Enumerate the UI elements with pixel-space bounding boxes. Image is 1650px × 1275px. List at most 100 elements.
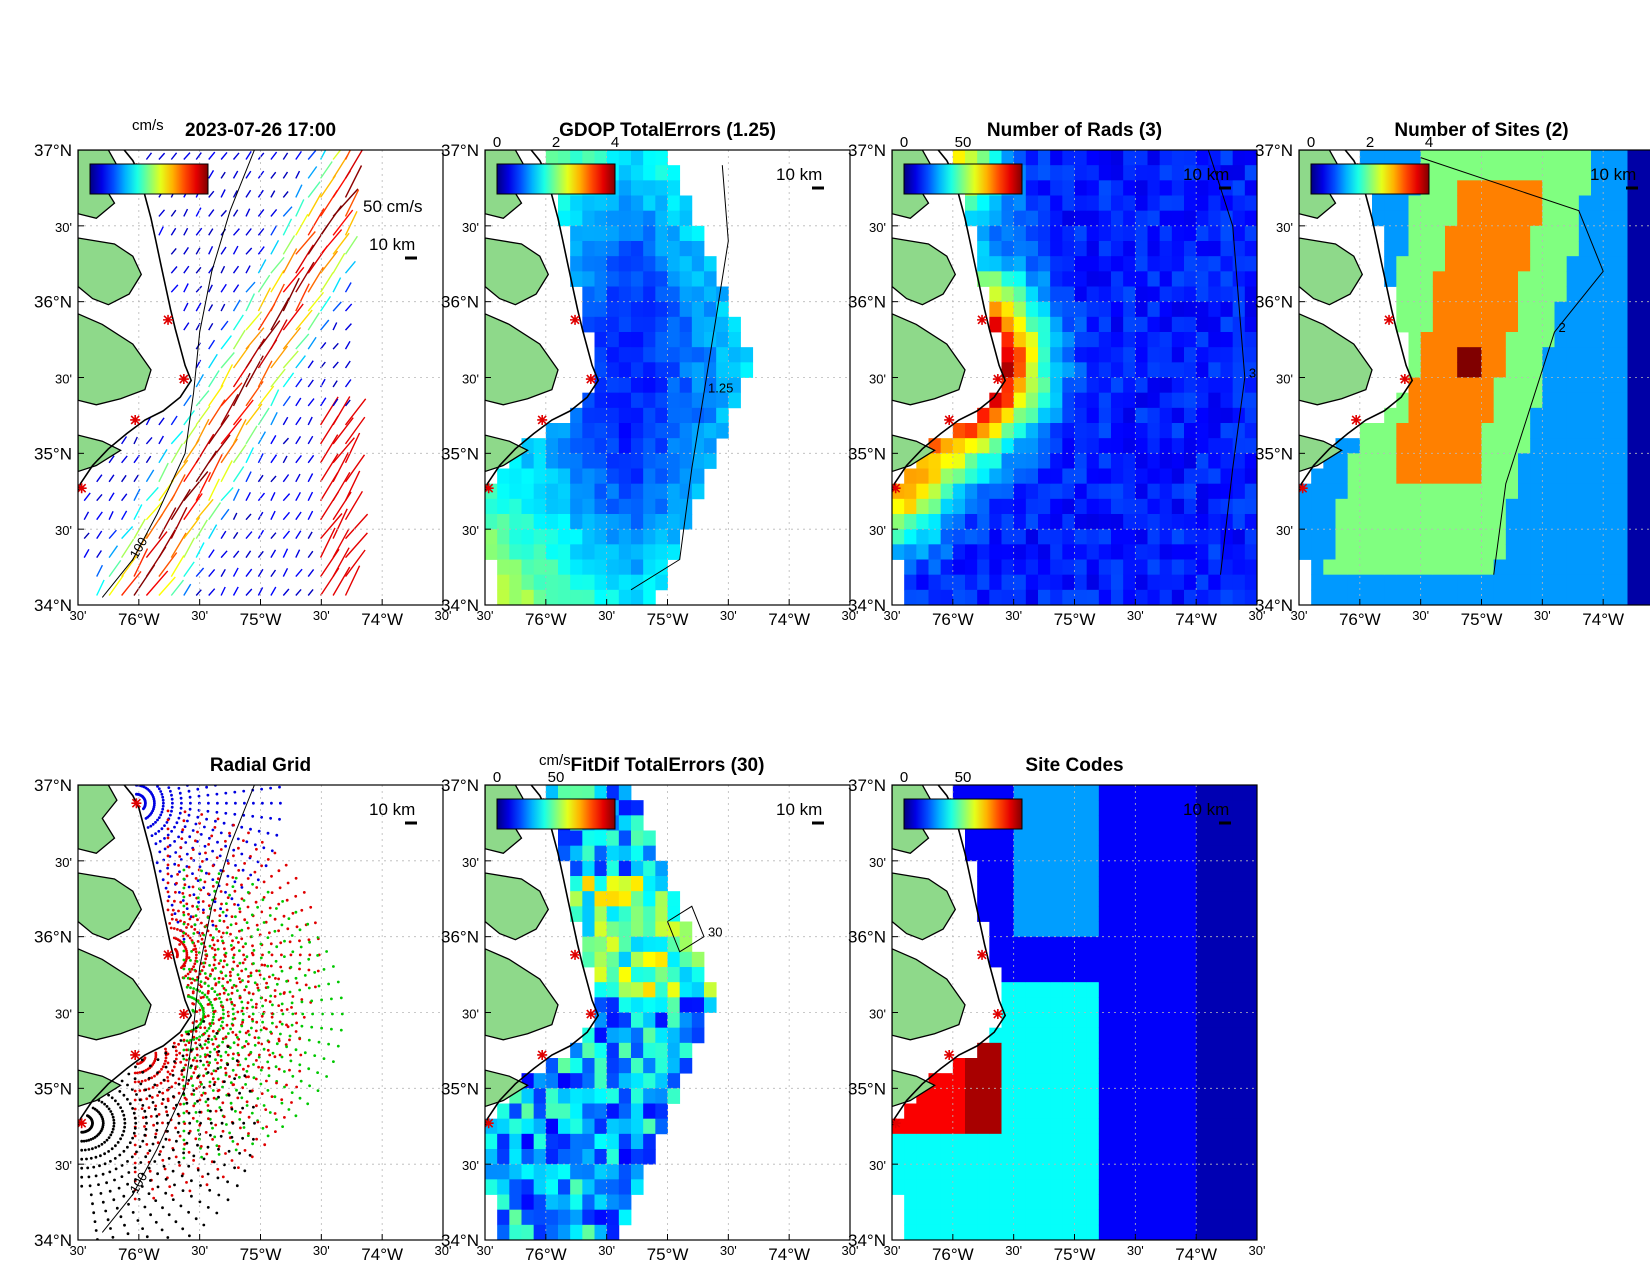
current-vector bbox=[145, 570, 169, 596]
radial-grid-point bbox=[174, 1049, 178, 1053]
lon-tick-label: 75°W bbox=[240, 1245, 282, 1264]
field-cell bbox=[509, 1179, 522, 1195]
field-cell bbox=[606, 316, 620, 333]
field-cell bbox=[1123, 498, 1136, 515]
radial-grid-point bbox=[280, 923, 284, 927]
field-cell bbox=[952, 1164, 966, 1180]
radial-grid-point bbox=[327, 1042, 330, 1046]
field-cell bbox=[1171, 392, 1185, 409]
field-cell bbox=[1232, 165, 1246, 181]
field-cell bbox=[1493, 423, 1507, 439]
field-cell bbox=[1323, 529, 1336, 545]
current-vector bbox=[270, 569, 277, 578]
radial-grid-point bbox=[119, 1137, 122, 1141]
radial-grid-point bbox=[224, 890, 227, 894]
radial-grid-point bbox=[157, 1113, 161, 1116]
field-cell bbox=[1347, 544, 1361, 560]
radial-grid-point bbox=[149, 1179, 152, 1182]
radial-grid-point bbox=[185, 926, 188, 929]
radial-grid-point bbox=[194, 969, 198, 973]
radial-grid-point bbox=[231, 1030, 235, 1034]
current-vector bbox=[307, 336, 317, 350]
current-vector bbox=[257, 246, 265, 255]
current-vector bbox=[307, 181, 321, 198]
field-cell bbox=[1445, 241, 1458, 257]
radial-grid-point bbox=[232, 854, 235, 858]
radial-grid-point bbox=[133, 1080, 137, 1084]
radial-grid-point bbox=[209, 933, 213, 937]
field-cell bbox=[1481, 483, 1495, 500]
field-cell bbox=[1639, 241, 1650, 257]
field-cell bbox=[631, 951, 644, 968]
field-cell bbox=[1530, 241, 1543, 257]
field-cell bbox=[570, 1073, 583, 1089]
field-cell bbox=[643, 906, 656, 922]
field-cell bbox=[594, 210, 608, 227]
field-cell bbox=[940, 1103, 954, 1120]
field-cell bbox=[1578, 544, 1592, 560]
field-cell bbox=[1627, 559, 1641, 576]
radial-grid-point bbox=[217, 1088, 221, 1092]
current-vector bbox=[170, 209, 177, 217]
field-cell bbox=[618, 271, 632, 287]
field-cell bbox=[716, 286, 729, 303]
lon-tick-label: 30' bbox=[313, 1243, 330, 1258]
radial-grid-point bbox=[151, 1142, 155, 1146]
radial-grid-point bbox=[320, 1026, 323, 1030]
radial-grid-point bbox=[177, 909, 180, 913]
radial-grid-point bbox=[232, 983, 236, 987]
field-cell bbox=[1135, 271, 1148, 287]
radial-grid-point bbox=[133, 1197, 137, 1201]
field-cell bbox=[1359, 483, 1373, 500]
radial-grid-point bbox=[304, 983, 308, 987]
field-cell bbox=[655, 967, 668, 983]
radial-grid-point bbox=[280, 953, 283, 957]
field-cell bbox=[1147, 407, 1161, 424]
field-cell bbox=[1062, 468, 1075, 485]
field-cell bbox=[1050, 498, 1063, 515]
field-cell bbox=[1445, 195, 1458, 212]
radial-grid-point bbox=[190, 1179, 193, 1183]
radial-grid-point bbox=[178, 1134, 182, 1138]
field-cell bbox=[1603, 225, 1616, 242]
field-cell bbox=[977, 1133, 990, 1150]
current-vector bbox=[295, 530, 302, 539]
field-cell bbox=[1135, 256, 1148, 272]
radial-grid-point bbox=[200, 921, 203, 925]
field-cell bbox=[1372, 468, 1385, 485]
field-cell bbox=[1335, 514, 1349, 530]
field-cell bbox=[643, 1103, 656, 1120]
field-cell bbox=[928, 529, 942, 545]
field-cell bbox=[1542, 241, 1555, 257]
field-cell bbox=[1554, 165, 1568, 181]
radial-grid-point bbox=[182, 958, 186, 962]
field-cell bbox=[679, 498, 693, 515]
field-cell bbox=[1530, 574, 1543, 591]
field-cell bbox=[1542, 453, 1555, 469]
field-cell bbox=[1481, 241, 1495, 257]
radial-grid-point bbox=[134, 1121, 138, 1125]
field-cell bbox=[1086, 514, 1100, 530]
radial-grid-point bbox=[224, 1073, 228, 1077]
field-cell bbox=[1244, 271, 1257, 287]
lon-tick-label: 30' bbox=[1127, 608, 1144, 623]
radial-grid-point bbox=[203, 1015, 207, 1019]
field-cell bbox=[989, 1194, 1002, 1211]
radial-grid-point bbox=[340, 1012, 344, 1016]
field-cell bbox=[655, 271, 668, 287]
field-cell bbox=[545, 1179, 559, 1195]
field-cell bbox=[1244, 316, 1257, 333]
current-vector bbox=[232, 444, 247, 464]
scale-bar-label: 10 km bbox=[369, 800, 415, 819]
radial-grid-point bbox=[154, 1053, 158, 1057]
field-cell bbox=[952, 498, 966, 515]
field-cell bbox=[1025, 800, 1039, 816]
field-cell bbox=[570, 1179, 583, 1195]
field-cell bbox=[1505, 347, 1519, 363]
field-cell bbox=[1420, 498, 1434, 515]
field-cell bbox=[1578, 165, 1592, 181]
field-cell bbox=[1591, 423, 1604, 439]
field-cell bbox=[1408, 286, 1422, 303]
field-cell bbox=[1159, 362, 1173, 378]
radial-grid-point bbox=[216, 1077, 220, 1081]
